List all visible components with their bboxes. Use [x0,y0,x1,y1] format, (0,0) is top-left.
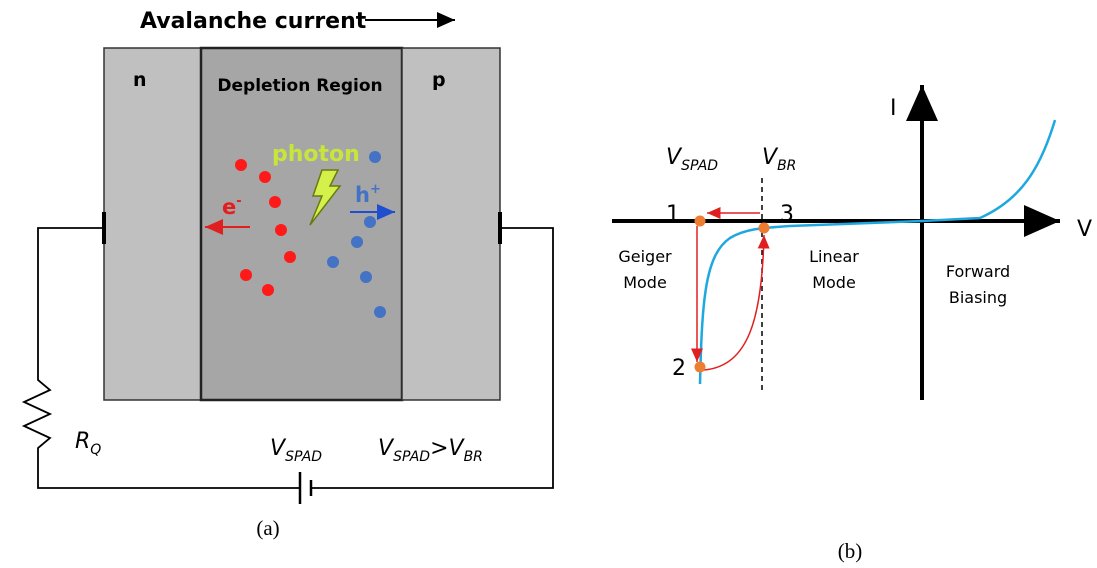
region-label: Depletion Region [217,76,382,96]
iv-curve [700,120,1055,384]
point-label: 1 [666,202,680,227]
panel-a: Avalanche current n Depletion Region p p… [24,9,553,540]
panel-b: I V VSPAD VBR 1 2 3 Geiger Mode Linear Mod… [612,85,1092,563]
region-label: n [133,69,147,91]
breakdown-label: VBR [762,145,796,174]
forward-line: Forward [946,262,1010,281]
resistor-label: RQ [75,429,101,458]
condition-subscript: BR [464,449,483,465]
resistor-symbol: R [75,429,90,454]
forward-line: Biasing [949,288,1007,307]
photon-label: photon [272,142,360,167]
br-subscript: BR [777,158,796,174]
geiger-line: Geiger [618,247,672,266]
caption: (a) [256,516,279,540]
hole-charge: + [370,182,381,197]
linear-line: Linear [809,247,859,266]
caption: (b) [838,539,863,563]
condition-subscript: SPAD [393,449,430,465]
heading: Avalanche current [140,9,367,34]
region-label: Forward Biasing [946,262,1010,307]
n-region [104,48,201,400]
condition-operator: > [430,436,448,461]
y-axis-label: I [890,96,897,121]
region-label: Linear Mode [809,247,859,292]
spad-subscript: SPAD [681,158,718,174]
point-label: 2 [672,356,686,381]
electron-symbol: e [222,195,236,219]
source-subscript: SPAD [285,449,322,465]
point-label: 3 [780,202,794,227]
region-label: Geiger Mode [618,247,672,292]
region-label: p [432,69,446,91]
geiger-line: Mode [623,273,667,292]
source-label: VSPAD [270,436,322,465]
linear-line: Mode [812,273,856,292]
resistor-subscript: Q [90,442,101,458]
condition-label: VSPAD>VBR [378,436,483,465]
p-region [402,48,500,400]
x-axis-label: V [1077,217,1092,242]
electron-charge: - [236,194,241,209]
spad-voltage-label: VSPAD [666,145,718,174]
recharge-arrow [704,235,764,370]
figure: Avalanche current n Depletion Region p p… [0,0,1097,568]
hole-symbol: h [355,183,370,207]
